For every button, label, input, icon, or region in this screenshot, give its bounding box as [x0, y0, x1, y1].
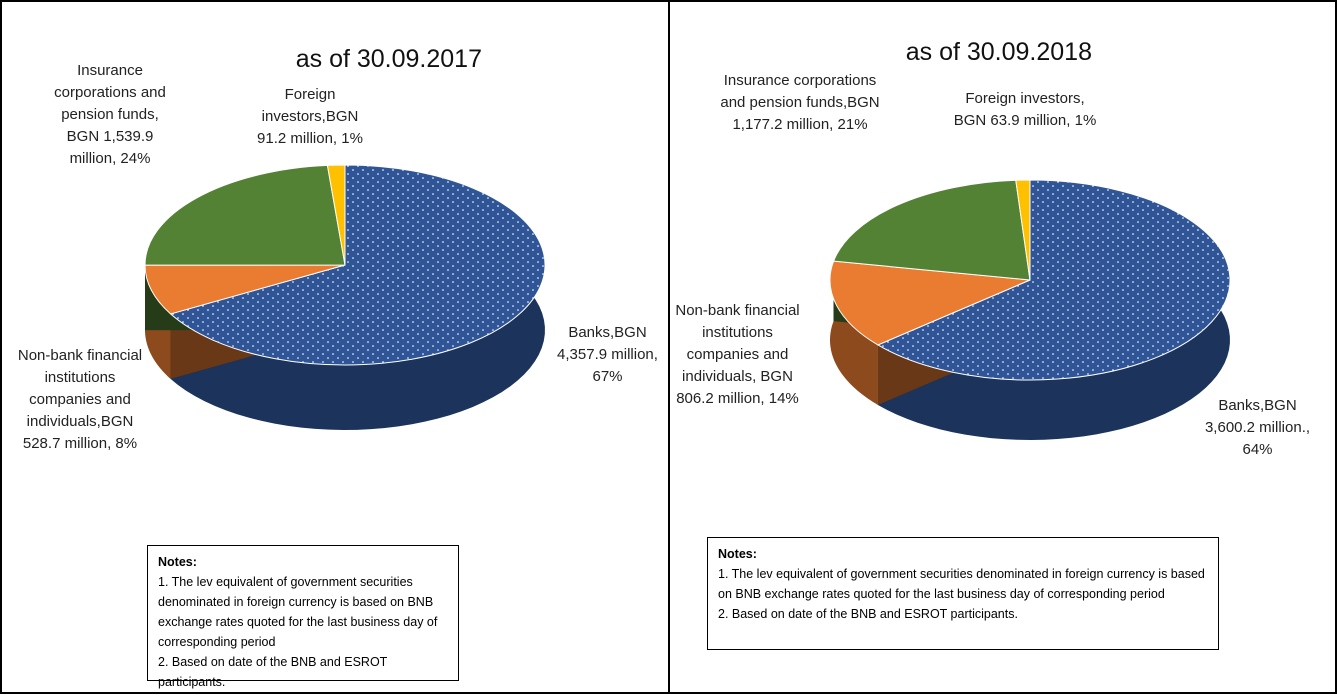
data-label: Foreign investors,BGN 91.2 million, 1% [257, 86, 363, 147]
slice [144, 164, 346, 266]
slice-texture [170, 165, 545, 365]
notes-title: Notes: [718, 547, 757, 561]
note-item: 2. Based on date of the BNB and ESROT pa… [158, 655, 388, 689]
slice-texture [877, 180, 1230, 380]
panel [668, 0, 1337, 694]
data-label: Banks,BGN 3,600.2 million., 64% [1204, 397, 1311, 458]
slice [829, 260, 1031, 346]
notes-box: Notes: 1. The lev equivalent of governmen… [707, 537, 1219, 650]
data-label: Insurance corporations and pension funds… [54, 62, 166, 167]
notes-box: Notes: 1. The lev equivalent of governmen… [147, 545, 459, 689]
data-label: Non-bank financial institutions companie… [675, 302, 800, 407]
note-item: 2. Based on date of the BNB and ESROT pa… [718, 607, 1018, 621]
slice-side [830, 261, 878, 405]
slice [1015, 179, 1031, 281]
slice [326, 164, 346, 266]
note-item: 1. The lev equivalent of government secu… [158, 575, 438, 649]
data-label: Non-bank financial institutions companie… [17, 347, 143, 452]
chart-title: as of 30.09.2017 [295, 45, 482, 73]
chart-title: as of 30.09.2018 [905, 38, 1092, 66]
data-label: Insurance corporations and pension funds… [720, 72, 880, 133]
data-label: Banks,BGN 4,357.9 million, 67% [557, 324, 658, 385]
data-label: Foreign investors, BGN 63.9 million, 1% [953, 90, 1097, 129]
slice [144, 264, 346, 315]
slice [832, 179, 1031, 281]
note-item: 1. The lev equivalent of government secu… [718, 567, 1205, 601]
notes-title: Notes: [158, 555, 197, 569]
